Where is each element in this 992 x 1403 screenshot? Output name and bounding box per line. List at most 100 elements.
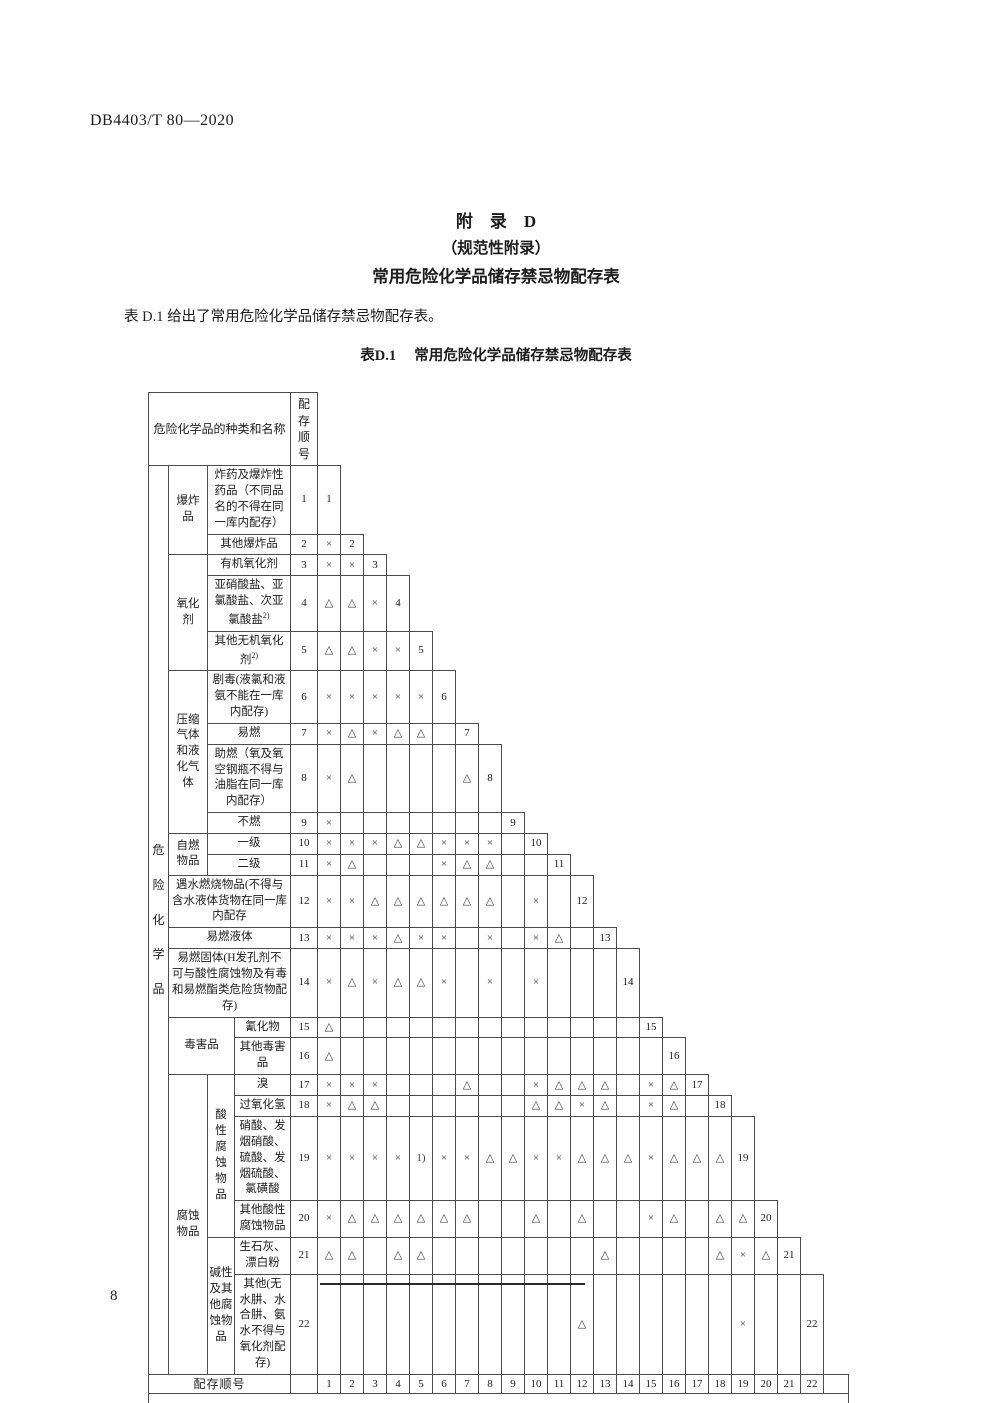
compatibility-table: 危险化学品的种类和名称 配存 顺号危 险 化 学 品爆炸 品炸药及爆炸性药品（不同…: [148, 391, 849, 1403]
matrix-cell: [409, 1095, 433, 1117]
matrix-cell: [386, 1037, 410, 1076]
matrix-cell: [501, 874, 525, 929]
column-number-cell: 1: [317, 1373, 341, 1395]
matrix-cell: ×: [317, 1074, 341, 1097]
matrix-cell: ×: [386, 1115, 410, 1202]
matrix-cell: △: [455, 1200, 479, 1238]
matrix-cell: △: [593, 1236, 617, 1275]
matrix-cell: △: [547, 1095, 571, 1117]
matrix-cell: △: [317, 1016, 341, 1039]
matrix-cell: △: [340, 722, 364, 745]
diagonal-cell: 15: [639, 1016, 663, 1039]
matrix-cell: [432, 1236, 456, 1275]
column-number-cell: 5: [409, 1373, 433, 1395]
matrix-cell: △: [317, 575, 341, 632]
matrix-cell: △: [432, 1200, 456, 1238]
matrix-cell: [478, 1236, 502, 1275]
appendix-title: 常用危险化学品储存禁忌物配存表: [372, 267, 620, 286]
seq-cell: 14: [290, 948, 318, 1018]
matrix-cell: △: [386, 1236, 410, 1275]
matrix-cell: △: [524, 1095, 548, 1117]
seq-cell: 20: [290, 1200, 318, 1238]
matrix-cell: △: [386, 874, 410, 929]
matrix-cell: ×: [363, 1074, 387, 1097]
matrix-cell: [593, 948, 617, 1018]
matrix-cell: ×: [317, 533, 341, 556]
column-number-cell: 11: [547, 1373, 571, 1395]
matrix-cell: [432, 743, 456, 814]
matrix-cell: [363, 1016, 387, 1039]
matrix-cell: ×: [639, 1074, 663, 1097]
matrix-cell: [386, 1016, 410, 1039]
matrix-cell: △: [731, 1200, 755, 1238]
item-cell: 不燃: [207, 812, 291, 835]
matrix-cell: [593, 1016, 617, 1039]
table-caption: 表D.1 常用危险化学品储存禁忌物配存表: [360, 348, 632, 364]
matrix-cell: △: [662, 1200, 686, 1238]
matrix-cell: [616, 1273, 640, 1375]
matrix-cell: [409, 1016, 433, 1039]
matrix-cell: [363, 853, 387, 876]
matrix-cell: [432, 1037, 456, 1076]
column-number-cell: 14: [616, 1373, 640, 1395]
matrix-cell: ×: [317, 670, 341, 724]
diagonal-cell: 3: [363, 554, 387, 577]
matrix-cell: △: [386, 722, 410, 745]
diagonal-cell: 12: [570, 874, 594, 929]
matrix-cell: [547, 948, 571, 1018]
matrix-cell: ×: [478, 948, 502, 1018]
seq-header: 配存 顺号: [290, 391, 318, 467]
diagonal-cell: 22: [800, 1273, 824, 1375]
matrix-cell: △: [455, 874, 479, 929]
matrix-cell: [754, 1273, 778, 1375]
matrix-cell: [432, 1074, 456, 1097]
diagonal-cell: 1: [317, 465, 341, 535]
matrix-cell: ×: [317, 554, 341, 577]
matrix-cell: ×: [317, 722, 341, 745]
diagonal-cell: 6: [432, 670, 456, 724]
matrix-cell: △: [409, 874, 433, 929]
matrix-cell: [616, 1037, 640, 1076]
matrix-cell: [616, 1095, 640, 1117]
matrix-cell: △: [340, 630, 364, 672]
matrix-cell: ×: [317, 1115, 341, 1202]
matrix-cell: △: [363, 1095, 387, 1117]
matrix-cell: [340, 1016, 364, 1039]
matrix-cell: ×: [547, 1115, 571, 1202]
item-cell: 亚硝酸盐、亚氯酸盐、次亚氯酸盐2): [207, 575, 291, 632]
matrix-cell: [409, 812, 433, 835]
matrix-cell: ×: [478, 927, 502, 950]
matrix-cell: △: [386, 833, 410, 855]
matrix-cell: ×: [317, 927, 341, 950]
matrix-cell: [501, 948, 525, 1018]
matrix-cell: ×: [317, 743, 341, 814]
matrix-cell: ×: [317, 1095, 341, 1117]
seq-cell: 10: [290, 833, 318, 855]
matrix-cell: △: [340, 948, 364, 1018]
matrix-cell: [570, 1236, 594, 1275]
matrix-cell: △: [570, 1200, 594, 1238]
seq-cell: 13: [290, 927, 318, 950]
item-cell: 氰化物: [234, 1016, 291, 1039]
matrix-cell: [432, 1016, 456, 1039]
matrix-cell: △: [455, 853, 479, 876]
matrix-cell: [685, 1095, 709, 1117]
matrix-cell: [432, 1095, 456, 1117]
item-cell: 炸药及爆炸性药品（不同品名的不得在同一库内配存）: [207, 465, 291, 535]
matrix-cell: [478, 812, 502, 835]
seq-cell: 4: [290, 575, 318, 632]
matrix-cell: [547, 1273, 571, 1375]
item-cell: 易燃: [207, 722, 291, 745]
seq-cell: 18: [290, 1095, 318, 1117]
matrix-cell: ×: [340, 927, 364, 950]
seq-cell: 5: [290, 630, 318, 672]
seq-cell: 2: [290, 533, 318, 556]
column-number-cell: 8: [478, 1373, 502, 1395]
column-number-cell: 7: [455, 1373, 479, 1395]
matrix-cell: [409, 743, 433, 814]
seq-cell: 22: [290, 1273, 318, 1375]
matrix-cell: ×: [432, 833, 456, 855]
matrix-cell: △: [524, 1200, 548, 1238]
matrix-cell: ×: [340, 554, 364, 577]
matrix-cell: [524, 1037, 548, 1076]
